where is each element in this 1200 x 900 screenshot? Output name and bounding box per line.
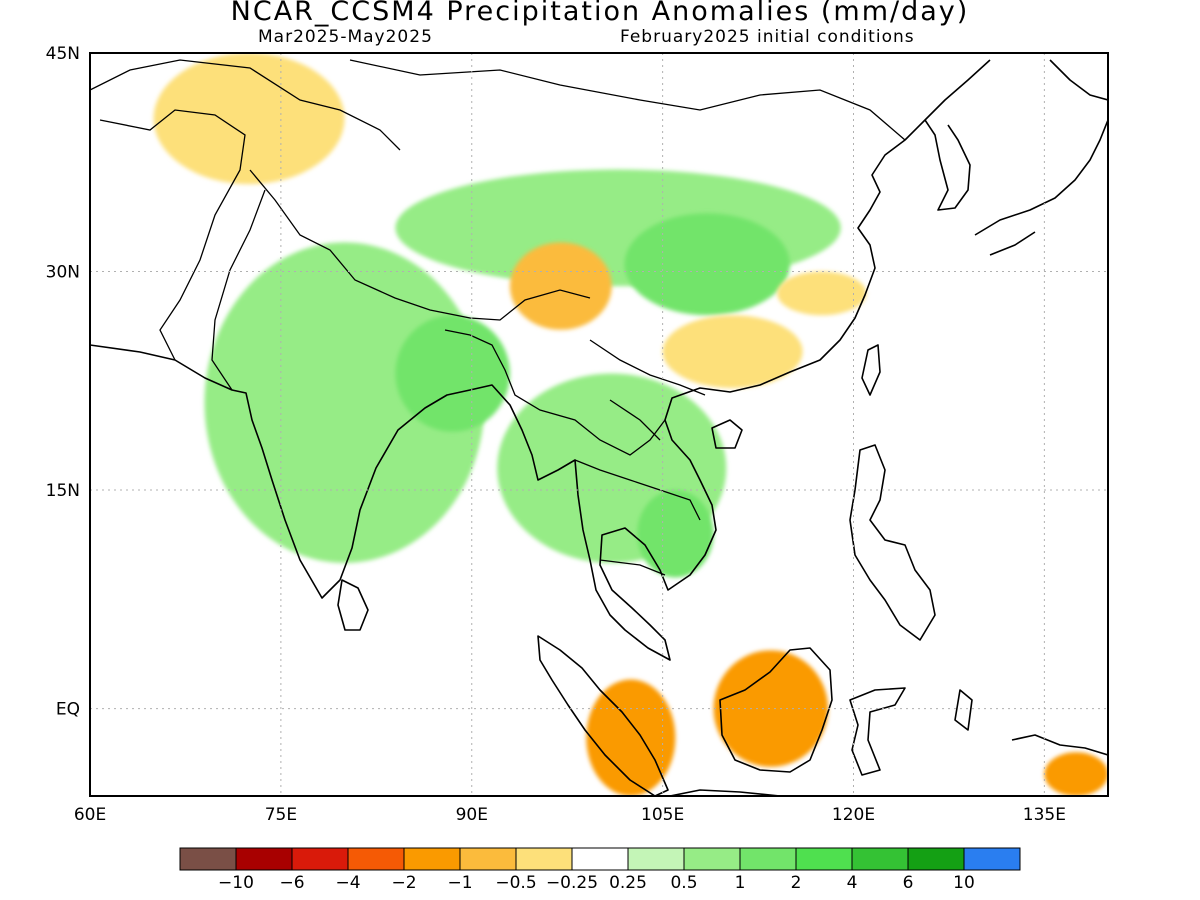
- x-tick-label: 60E: [74, 805, 106, 825]
- x-tick-label: 135E: [1023, 805, 1066, 825]
- border-china-vietnam: [589, 339, 706, 396]
- border-himalaya: [249, 169, 591, 321]
- map-frame: [89, 52, 1109, 797]
- colorbar-label: −0.25: [546, 873, 598, 893]
- colorbar-swatch: [739, 847, 797, 871]
- border-central-asia: [90, 59, 401, 151]
- coastline-korea: [924, 119, 971, 211]
- colorbar-swatch: [179, 847, 237, 871]
- colorbar-label: 4: [847, 873, 858, 893]
- colorbar-swatch: [515, 847, 573, 871]
- colorbar-label: 10: [953, 873, 975, 893]
- anomaly-region-3: [624, 213, 790, 316]
- coastline-new-guinea: [1011, 734, 1108, 756]
- anomaly-region-0: [204, 242, 485, 563]
- colorbar-label: 2: [791, 873, 802, 893]
- colorbar: −10 −6 −4 −2 −1 −0.5 −0.25 0.25 0.5 1 2 4 6 10: [179, 847, 1021, 893]
- anomaly-region-9: [777, 271, 867, 316]
- x-tick-label: 75E: [265, 805, 297, 825]
- colorbar-swatch: [907, 847, 965, 871]
- colorbar-label: 1: [735, 873, 746, 893]
- coastline-sri-lanka: [337, 579, 369, 631]
- axis-ticks: 60E 75E 90E 105E 120E 135E 45N 30N 15N EQ: [46, 44, 1066, 825]
- colorbar-swatch: [963, 847, 1021, 871]
- border-mongolia: [349, 59, 906, 141]
- coastline-sulawesi: [849, 687, 906, 776]
- colorbar-swatch: [795, 847, 853, 871]
- coastline-asia-mainland: [90, 59, 991, 661]
- colorbar-swatch: [235, 847, 293, 871]
- coastline-halmahera: [954, 689, 973, 731]
- colorbar-swatch: [347, 847, 405, 871]
- anomaly-region-11: [713, 650, 829, 767]
- anomaly-region-1: [395, 315, 510, 432]
- colorbar-swatch: [851, 847, 909, 871]
- colorbar-label: −0.5: [495, 873, 536, 893]
- x-tick-label: 90E: [456, 805, 488, 825]
- border-bangladesh-myanmar: [444, 329, 666, 456]
- colorbar-swatch: [627, 847, 685, 871]
- colorbar-label: −2: [391, 873, 416, 893]
- anomaly-region-6: [153, 53, 345, 185]
- coastline-japan: [974, 59, 1108, 256]
- coastline-sumatra: [537, 635, 669, 796]
- colorbar-label: −1: [447, 873, 472, 893]
- coastline-philippines: [849, 444, 936, 641]
- country-borders-layer: [90, 59, 906, 576]
- border-indochina: [574, 399, 701, 576]
- chart-title: NCAR_CCSM4 Precipitation Anomalies (mm/d…: [230, 0, 970, 27]
- coastline-layer: [90, 59, 1108, 796]
- initial-conditions: February2025 initial conditions: [620, 27, 915, 47]
- x-tick-label: 120E: [832, 805, 875, 825]
- x-tick-label: 105E: [641, 805, 684, 825]
- coastline-taiwan: [861, 344, 881, 396]
- forecast-period: Mar2025-May2025: [258, 27, 433, 47]
- y-tick-label: 45N: [46, 44, 80, 64]
- anomaly-region-7: [509, 242, 612, 330]
- colorbar-label: 0.25: [609, 873, 647, 893]
- anomaly-region-12: [1044, 752, 1108, 796]
- colorbar-label: 0.5: [670, 873, 697, 893]
- coastline-borneo: [719, 647, 833, 773]
- colorbar-label: −10: [218, 873, 254, 893]
- colorbar-swatch: [459, 847, 517, 871]
- anomaly-region-10: [586, 679, 676, 796]
- colorbar-swatch: [571, 847, 629, 871]
- colorbar-label: −6: [279, 873, 304, 893]
- y-tick-label: 15N: [46, 481, 80, 501]
- y-tick-label: EQ: [56, 700, 80, 720]
- anomaly-field-layer: [153, 53, 1108, 796]
- y-tick-label: 30N: [46, 263, 80, 283]
- border-iran-afghanistan: [99, 109, 246, 361]
- coastline-java: [669, 789, 781, 796]
- colorbar-swatch: [403, 847, 461, 871]
- colorbar-swatch: [291, 847, 349, 871]
- anomaly-region-5: [637, 490, 714, 578]
- colorbar-label: 6: [903, 873, 914, 893]
- border-india-pakistan: [211, 189, 266, 391]
- colorbar-label: −4: [335, 873, 360, 893]
- coastline-hainan: [711, 419, 743, 449]
- anomaly-region-8: [662, 315, 803, 389]
- colorbar-swatch: [683, 847, 741, 871]
- graticule: [90, 53, 1108, 796]
